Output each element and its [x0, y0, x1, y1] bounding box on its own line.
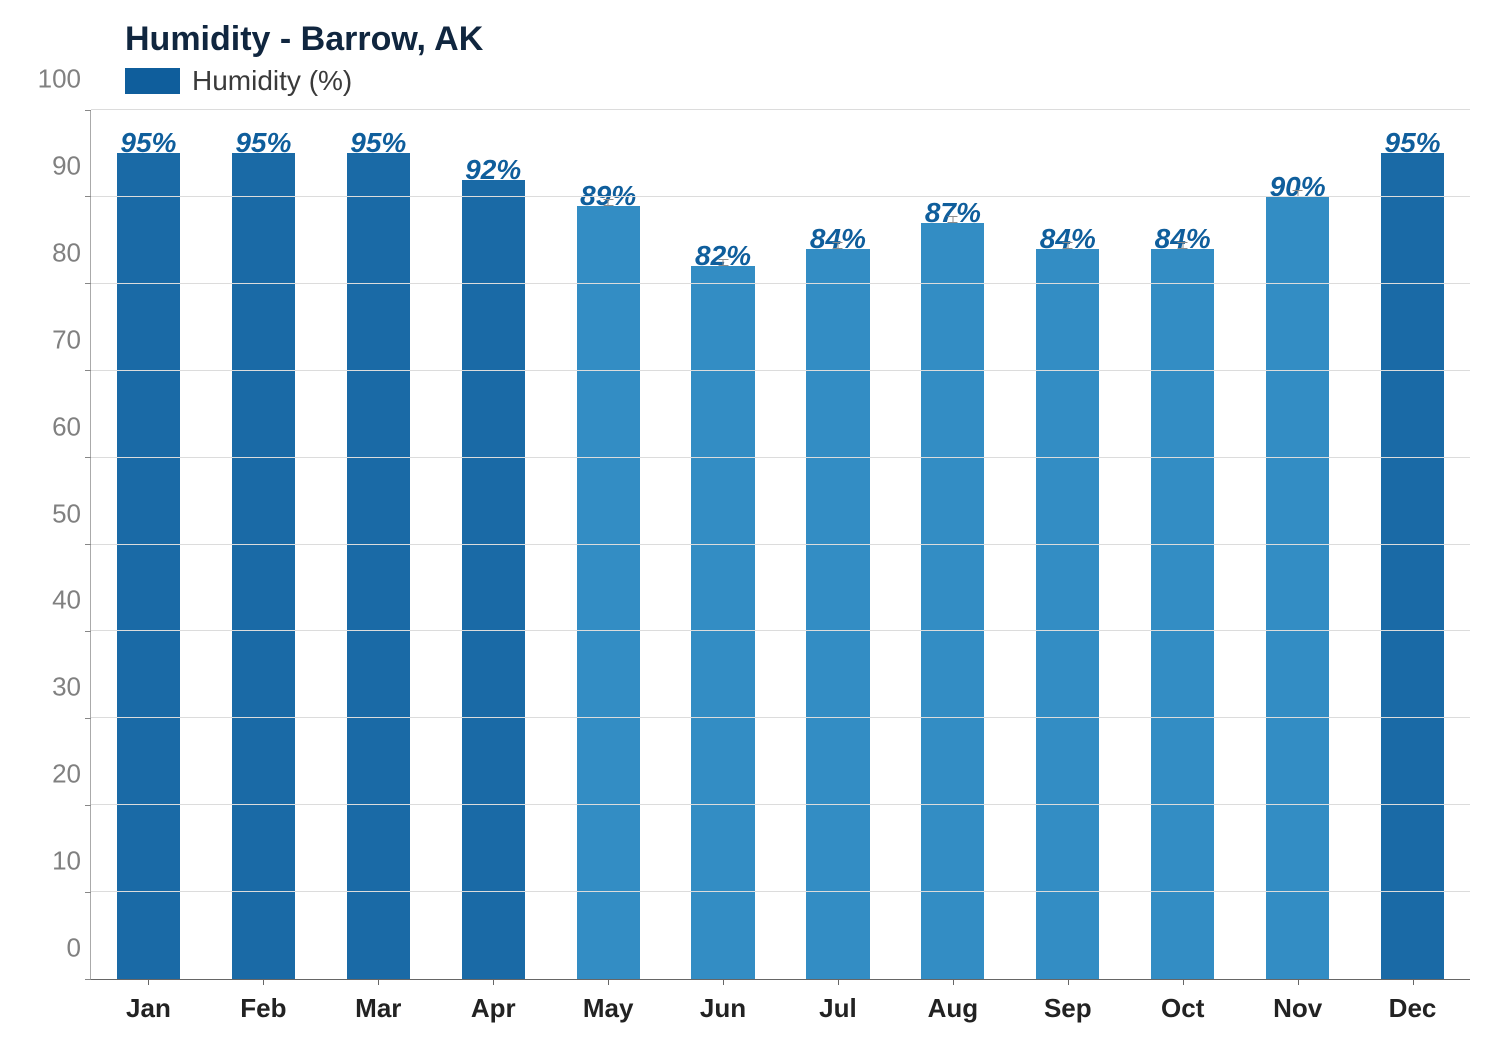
- bar-value-label: 95%: [350, 127, 406, 159]
- x-tick-label: Jan: [126, 993, 171, 1024]
- x-tick-label: Oct: [1161, 993, 1204, 1024]
- error-bar: [1182, 242, 1183, 249]
- gridline: [91, 457, 1470, 458]
- gridline: [91, 804, 1470, 805]
- y-tick-label: 70: [52, 324, 81, 355]
- bars-container: 95%95%95%92%89%82%84%87%84%84%90%95%: [91, 110, 1470, 979]
- bar: 82%: [691, 266, 754, 979]
- y-tick-label: 20: [52, 759, 81, 790]
- bar-value-label: 90%: [1270, 171, 1326, 203]
- error-bar: [723, 259, 724, 266]
- y-tick-label: 30: [52, 672, 81, 703]
- error-bar: [608, 199, 609, 206]
- humidity-chart: Humidity - Barrow, AK Humidity (%) 95%95…: [0, 0, 1500, 1050]
- gridline: [91, 109, 1470, 110]
- x-tick-label: Jul: [819, 993, 857, 1024]
- bar: 92%: [462, 180, 525, 979]
- bar-value-label: 95%: [120, 127, 176, 159]
- bar-value-label: 92%: [465, 154, 521, 186]
- x-tick-label: Apr: [471, 993, 516, 1024]
- y-tick-label: 0: [67, 933, 81, 964]
- y-tick-label: 50: [52, 498, 81, 529]
- bar-value-label: 84%: [1040, 223, 1096, 255]
- x-tick-label: May: [583, 993, 634, 1024]
- bar: 84%: [1151, 249, 1214, 979]
- bar-value-label: 87%: [925, 197, 981, 229]
- chart-legend: Humidity (%): [125, 65, 352, 97]
- plot-area: 95%95%95%92%89%82%84%87%84%84%90%95% 010…: [90, 110, 1470, 980]
- gridline: [91, 717, 1470, 718]
- gridline: [91, 630, 1470, 631]
- x-tick-label: Nov: [1273, 993, 1322, 1024]
- legend-swatch: [125, 68, 180, 94]
- bar: 90%: [1266, 197, 1329, 979]
- gridline: [91, 891, 1470, 892]
- bar: 95%: [232, 153, 295, 979]
- bar: 95%: [347, 153, 410, 979]
- x-tick-label: Dec: [1389, 993, 1437, 1024]
- bar: 95%: [1381, 153, 1444, 979]
- legend-label: Humidity (%): [192, 65, 352, 97]
- y-tick-label: 10: [52, 846, 81, 877]
- x-tick-label: Mar: [355, 993, 401, 1024]
- y-tick-label: 80: [52, 237, 81, 268]
- bar-value-label: 95%: [235, 127, 291, 159]
- y-tick-label: 60: [52, 411, 81, 442]
- gridline: [91, 196, 1470, 197]
- x-tick-label: Feb: [240, 993, 286, 1024]
- bar-value-label: 84%: [810, 223, 866, 255]
- error-bar: [952, 216, 953, 223]
- gridline: [91, 544, 1470, 545]
- gridline: [91, 283, 1470, 284]
- error-bar: [837, 242, 838, 249]
- bar: 84%: [806, 249, 869, 979]
- bar: 89%: [577, 206, 640, 979]
- bar-value-label: 95%: [1385, 127, 1441, 159]
- bar: 95%: [117, 153, 180, 979]
- bar-value-label: 82%: [695, 240, 751, 272]
- gridline: [91, 370, 1470, 371]
- x-tick-label: Jun: [700, 993, 746, 1024]
- bar: 87%: [921, 223, 984, 979]
- bar-value-label: 84%: [1155, 223, 1211, 255]
- error-bar: [1067, 242, 1068, 249]
- x-tick-label: Aug: [928, 993, 979, 1024]
- bar: 84%: [1036, 249, 1099, 979]
- chart-title: Humidity - Barrow, AK: [125, 20, 483, 59]
- y-tick-label: 40: [52, 585, 81, 616]
- x-tick-label: Sep: [1044, 993, 1092, 1024]
- y-tick-label: 100: [38, 64, 81, 95]
- y-tick-label: 90: [52, 150, 81, 181]
